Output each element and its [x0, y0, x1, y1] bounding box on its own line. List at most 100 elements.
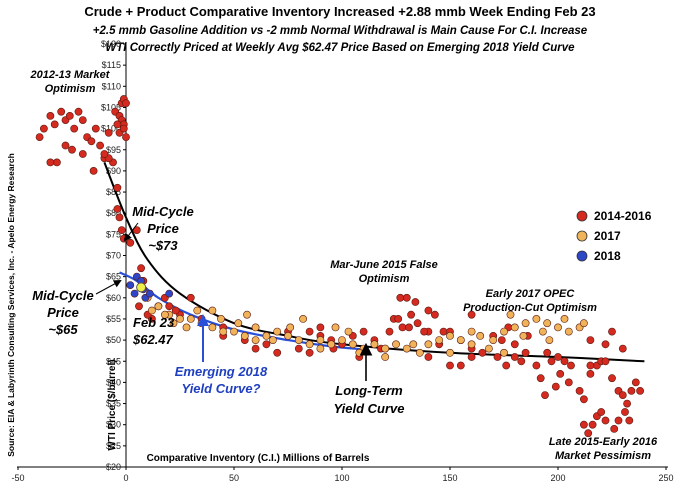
annotation-emerging-line1: Emerging 2018 [175, 364, 268, 379]
x-tick-label: 50 [229, 473, 239, 483]
point-2014-2016 [560, 357, 569, 366]
point-2017 [489, 336, 498, 344]
point-2014-2016 [575, 386, 584, 395]
point-2014-2016 [541, 391, 549, 399]
point-2014-2016 [359, 327, 368, 336]
legend-2018-marker [576, 250, 588, 262]
point-2017 [208, 306, 217, 315]
point-2017 [284, 331, 292, 340]
point-2014-2016 [411, 298, 420, 306]
point-2014-2016 [478, 348, 487, 357]
point-2014-2016 [74, 107, 83, 116]
point-2017 [500, 327, 508, 336]
point-2017 [554, 323, 562, 332]
point-2014-2016 [456, 361, 465, 370]
point-2014-2016 [251, 344, 260, 353]
point-2017 [435, 336, 444, 344]
point-2017 [193, 306, 202, 315]
point-2014-2016 [273, 348, 282, 357]
point-2018 [145, 289, 154, 298]
point-2017 [273, 327, 282, 336]
y-tick-label: $70 [106, 251, 121, 261]
legend-2014-label: 2014-2016 [594, 209, 652, 223]
x-axis-label: Comparative Inventory (C.I.) Millions of… [147, 453, 370, 464]
point-2017 [476, 331, 485, 340]
point-2014-2016 [135, 302, 143, 311]
annotation-midcycle65-line1: Mid-Cycle [32, 288, 93, 303]
point-2017 [299, 314, 307, 323]
y-tick-label: $75 [106, 229, 121, 239]
point-2017 [331, 323, 340, 332]
point-2014-2016 [46, 112, 55, 120]
x-tick-label: 0 [123, 473, 128, 483]
point-2014-2016 [113, 183, 122, 192]
y-tick-label: $110 [102, 81, 121, 91]
point-2014-2016 [580, 420, 588, 429]
point-2014-2016 [636, 386, 644, 395]
point-2017 [219, 327, 228, 336]
point-2014-2016 [586, 369, 595, 378]
point-2017 [197, 319, 206, 328]
point-2017 [424, 340, 433, 349]
y-tick-label: $90 [106, 166, 121, 176]
point-2014-2016 [165, 302, 174, 311]
y-tick-label: $100 [101, 124, 121, 134]
point-2014-2016 [623, 399, 631, 408]
point-2014-2016 [171, 306, 180, 315]
point-2014-2016 [536, 374, 545, 383]
point-2014-2016 [446, 361, 454, 370]
annotation-2012-line1: 2012-13 Market [30, 69, 111, 81]
point-2014-2016 [502, 361, 511, 370]
point-2017 [532, 314, 541, 323]
point-2014-2016 [532, 361, 541, 370]
point-2014-2016 [89, 166, 98, 175]
point-2018 [126, 281, 135, 289]
point-2014-2016 [305, 348, 314, 357]
point-2014-2016 [420, 327, 428, 336]
point-2014-2016 [96, 141, 104, 150]
y-tick-label: $85 [106, 187, 121, 197]
point-2014-2016 [584, 429, 593, 438]
point-2017 [519, 331, 528, 340]
point-2017 [182, 323, 191, 332]
point-2014-2016 [305, 327, 314, 336]
point-2017 [484, 344, 493, 353]
point-2014-2016 [551, 382, 560, 391]
point-2017 [543, 319, 552, 328]
point-2017 [539, 327, 547, 336]
point-2017 [402, 344, 411, 353]
point-2017 [154, 302, 163, 311]
point-2014-2016 [586, 361, 595, 370]
point-2017 [467, 327, 476, 336]
point-2014-2016 [126, 238, 135, 247]
legend-2017-label: 2017 [594, 229, 621, 243]
point-2014-2016 [510, 353, 519, 361]
point-2017 [381, 344, 390, 353]
point-2014-2016 [543, 348, 552, 357]
y-tick-label: $65 [106, 272, 121, 282]
x-tick-label: 250 [658, 473, 673, 483]
point-2017 [467, 340, 476, 349]
point-2014-2016 [117, 226, 126, 234]
point-2017 [208, 323, 217, 332]
point-2014-2016 [87, 137, 96, 146]
point-2017 [564, 327, 573, 336]
y-tick-label: $80 [106, 208, 121, 218]
point-2014-2016 [35, 133, 44, 141]
point-2014-2016 [119, 124, 128, 133]
point-2014-2016 [394, 314, 403, 323]
point-2014-2016 [53, 158, 61, 167]
point-2017 [348, 340, 357, 349]
point-2017 [294, 336, 303, 344]
point-2014-2016 [122, 133, 130, 141]
y-tick-label: $55 [106, 314, 121, 324]
point-2014-2016 [398, 323, 407, 332]
point-2017 [268, 336, 277, 344]
point-2017 [338, 336, 346, 344]
legend: 2014-2016 2017 2018 [576, 209, 652, 263]
point-2017 [500, 348, 508, 357]
point-2014-2016 [78, 116, 87, 124]
y-tick-label: $30 [106, 420, 121, 430]
point-2017 [160, 310, 169, 319]
point-2017 [243, 310, 251, 319]
